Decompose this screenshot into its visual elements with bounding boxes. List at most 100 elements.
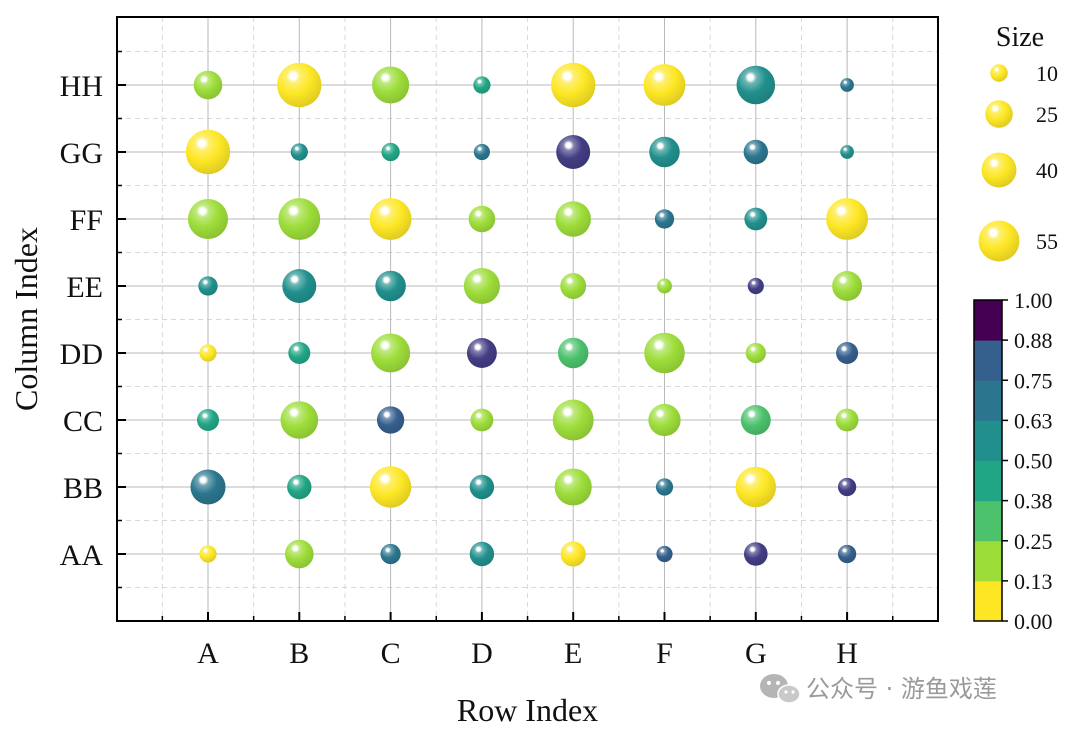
bubble-point	[655, 478, 674, 496]
bubble-point	[290, 143, 308, 161]
bubble-point	[381, 142, 400, 162]
size-legend: Size 10 25 40 55	[978, 22, 1058, 262]
bubble-point	[551, 62, 596, 108]
bubble-point	[470, 408, 494, 432]
bubble-point	[469, 541, 495, 567]
x-tick-label: C	[381, 637, 401, 670]
bubble-point	[198, 276, 218, 296]
bubble-point	[371, 333, 411, 373]
x-tick-label: G	[745, 637, 767, 670]
colorbar-band	[974, 300, 1002, 341]
colorbar-band	[974, 540, 1002, 582]
colorbar-tick-label: 1.00	[1014, 288, 1053, 313]
watermark-text: 公众号 · 游鱼戏莲	[806, 675, 997, 703]
colorbar-tick-label: 0.63	[1014, 408, 1053, 433]
bubble-point	[743, 542, 768, 566]
bubble-point	[369, 198, 412, 240]
bubble-point	[832, 271, 863, 301]
size-legend-title: Size	[996, 22, 1044, 53]
size-legend-marker	[985, 100, 1013, 128]
bubble-point	[376, 406, 405, 434]
colorbar-band	[974, 580, 1002, 622]
x-tick-label: D	[471, 637, 493, 670]
x-tick-label: H	[836, 637, 858, 670]
bubble-point	[747, 277, 764, 295]
bubble-point	[644, 332, 685, 374]
grid	[117, 17, 938, 621]
bubble-point	[185, 129, 231, 175]
colorbar-band	[974, 500, 1002, 542]
bubble-points	[185, 62, 869, 569]
bubble-point	[380, 543, 401, 565]
bubble-point	[654, 209, 675, 229]
bubble-point	[375, 270, 406, 302]
y-axis-title: Column Index	[8, 227, 44, 411]
bubble-point	[190, 469, 226, 505]
colorbar-band	[974, 340, 1002, 381]
bubble-point	[840, 78, 854, 92]
size-legend-marker	[981, 152, 1017, 188]
size-legend-label: 55	[1036, 229, 1058, 254]
y-tick-label: EE	[66, 271, 103, 304]
bubble-point	[736, 65, 776, 105]
bubble-point	[656, 545, 673, 563]
bubble-point	[288, 342, 311, 364]
colorbar-tick-label: 0.25	[1014, 529, 1053, 554]
bubble-point	[469, 474, 495, 500]
colorbar-tick-label: 0.50	[1014, 449, 1053, 474]
bubble-point	[560, 273, 587, 299]
bubble-point	[745, 342, 766, 364]
size-legend-label: 10	[1036, 61, 1058, 86]
x-tick-labels: A B C D E F G H	[197, 637, 858, 670]
size-legend-marker	[990, 64, 1008, 82]
colorbar-tick-label: 0.38	[1014, 489, 1053, 514]
bubble-point	[473, 143, 490, 161]
bubble-point	[193, 70, 223, 100]
bubble-point	[837, 544, 857, 564]
colorbar-band	[974, 380, 1002, 421]
bubble-point	[743, 139, 768, 165]
bubble-point	[284, 539, 314, 569]
y-tick-label: FF	[70, 204, 103, 237]
x-tick-label: F	[656, 637, 673, 670]
bubble-point	[287, 474, 312, 500]
y-tick-label: HH	[60, 70, 103, 103]
bubble-point	[649, 136, 680, 168]
y-tick-label: CC	[63, 405, 103, 438]
bubble-point	[840, 145, 854, 159]
bubble-point	[277, 62, 322, 108]
bubble-point	[648, 403, 681, 437]
y-tick-label: AA	[60, 539, 104, 572]
wechat-icon	[760, 674, 801, 704]
x-tick-label: B	[289, 637, 309, 670]
bubble-point	[466, 338, 497, 368]
bubble-point	[199, 545, 217, 563]
bubble-point	[278, 198, 321, 240]
x-axis-title: Row Index	[457, 692, 598, 728]
y-tick-label: DD	[60, 338, 103, 371]
bubble-point	[199, 344, 217, 362]
bubble-point	[280, 401, 319, 439]
bubble-point	[372, 66, 410, 104]
bubble-point	[740, 405, 771, 435]
axis-ticks	[117, 50, 894, 621]
bubble-point	[557, 337, 589, 369]
size-legend-label: 25	[1036, 102, 1058, 127]
y-tick-label: GG	[60, 137, 103, 170]
size-legend-marker	[978, 220, 1020, 262]
bubble-point	[643, 64, 686, 106]
bubble-point	[560, 541, 586, 567]
colorbar-band	[974, 460, 1002, 502]
bubble-point	[197, 409, 219, 431]
colorbar-tick-label: 0.88	[1014, 328, 1053, 353]
bubble-point	[554, 468, 592, 506]
x-tick-label: E	[564, 637, 582, 670]
colorbar-tick-label: 0.75	[1014, 368, 1053, 393]
colorbar-tick-label: 0.00	[1014, 609, 1053, 634]
bubble-point	[735, 466, 777, 508]
size-legend-label: 40	[1036, 158, 1058, 183]
colorbar-band	[974, 420, 1002, 461]
bubble-point	[468, 205, 496, 233]
bubble-point	[657, 278, 672, 294]
x-tick-label: A	[197, 637, 219, 670]
